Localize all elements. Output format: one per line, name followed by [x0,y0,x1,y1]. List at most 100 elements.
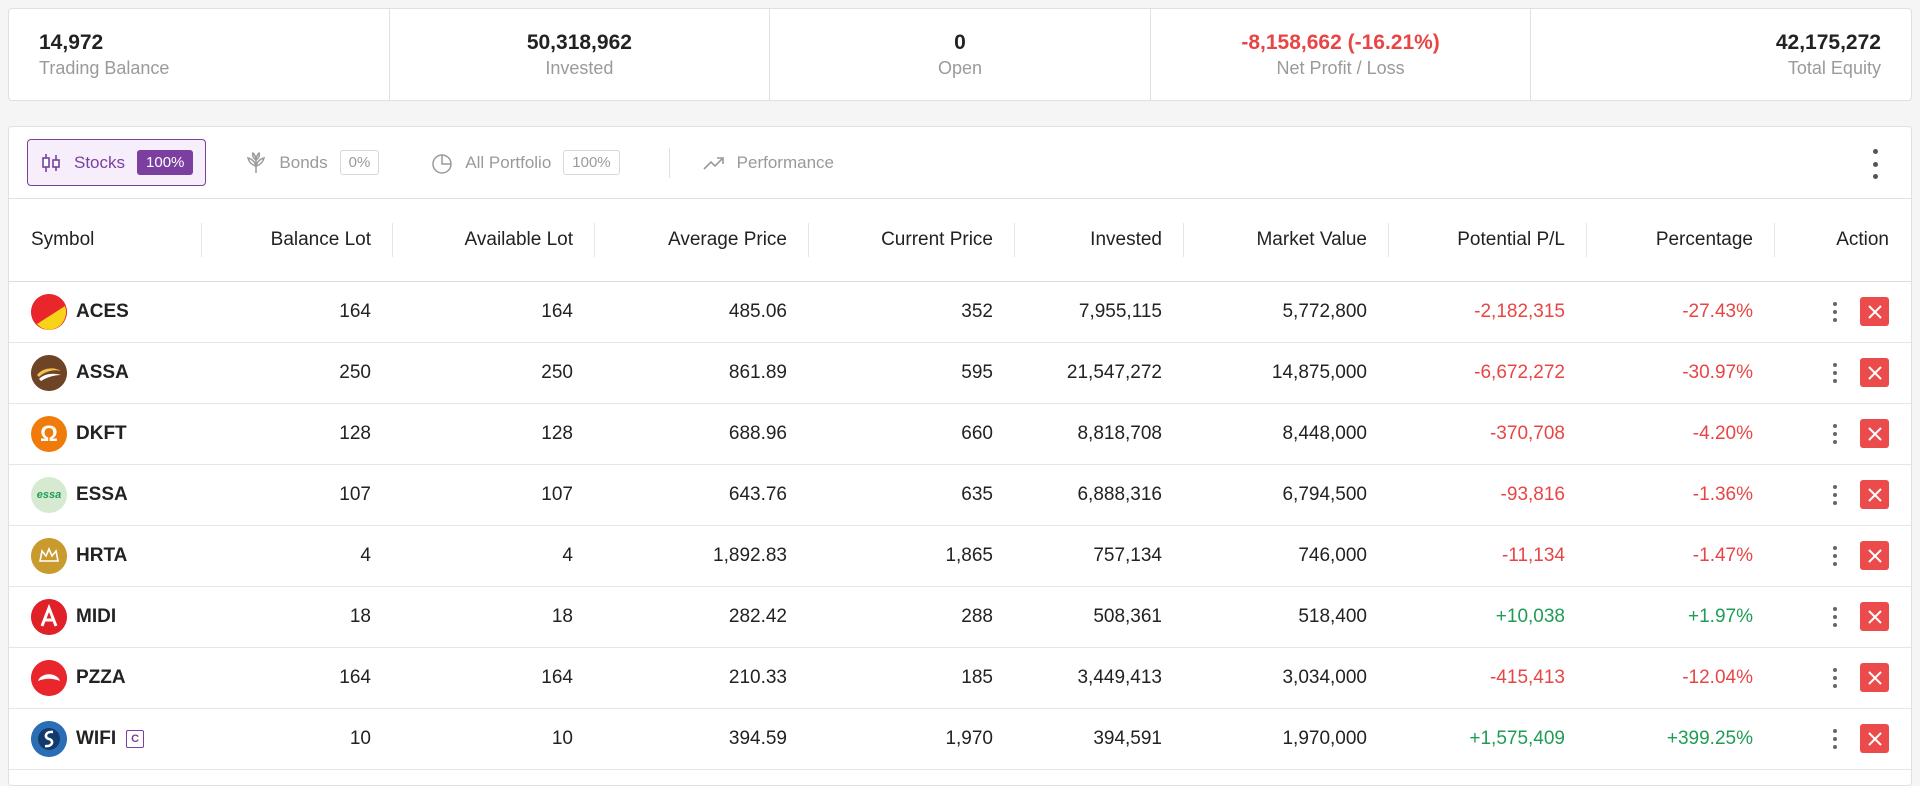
current-price: 635 [809,464,1015,526]
symbol-cell[interactable]: ACES [31,293,180,330]
average-price: 394.59 [595,708,809,770]
balance-lot: 18 [202,586,393,648]
symbol-cell[interactable]: WIFI C [31,720,180,757]
symbol-cell[interactable]: essa ESSA [31,476,180,513]
table-row[interactable]: Ω DKFT 128 128 688.96 660 8,818,708 8,44… [9,403,1911,465]
essa-logo-icon: essa [31,476,67,513]
col-invested[interactable]: Invested [1015,199,1184,282]
tab-percent-badge: 0% [339,150,380,175]
table-row[interactable]: WIFI C 10 10 394.59 1,970 394,591 1,970,… [9,708,1911,770]
current-price: 1,970 [809,708,1015,770]
close-icon [1867,548,1882,563]
current-price: 185 [809,647,1015,709]
dkft-omega-logo-icon: Ω [31,415,67,452]
available-lot: 250 [393,342,595,404]
tab-performance[interactable]: Performance [690,139,847,186]
market-value: 8,448,000 [1184,403,1389,465]
col-available-lot[interactable]: Available Lot [393,199,595,282]
current-price: 1,865 [809,525,1015,587]
percentage: -1.36% [1587,464,1775,526]
table-row[interactable]: HRTA 4 4 1,892.83 1,865 757,134 746,000 … [9,525,1911,587]
potential-pl: -6,672,272 [1389,342,1587,404]
table-row[interactable]: ACES 164 164 485.06 352 7,955,115 5,772,… [9,281,1911,343]
col-symbol[interactable]: Symbol [9,199,202,282]
balance-lot: 250 [202,342,393,404]
summary-trading-balance: 14,972 Trading Balance [9,9,390,100]
symbol-text: ESSA [76,483,128,505]
midi-logo-icon [31,598,67,635]
row-menu-icon[interactable] [1832,667,1838,688]
summary-label: Open [937,57,982,78]
row-menu-icon[interactable] [1832,362,1838,383]
table-row[interactable]: PZZA 164 164 210.33 185 3,449,413 3,034,… [9,647,1911,709]
market-value: 1,970,000 [1184,708,1389,770]
close-position-button[interactable] [1860,480,1889,509]
tab-all-portfolio[interactable]: All Portfolio 100% [418,139,632,186]
invested: 7,955,115 [1015,281,1184,343]
col-action: Action [1775,199,1911,282]
tab-percent-badge: 100% [137,150,194,175]
symbol-text: WIFI [76,727,117,749]
close-position-button[interactable] [1860,297,1889,326]
close-position-button[interactable] [1860,358,1889,387]
tab-percent-badge: 100% [563,150,620,175]
balance-lot: 107 [202,464,393,526]
symbol-cell[interactable]: MIDI [31,598,180,635]
average-price: 485.06 [595,281,809,343]
col-current-price[interactable]: Current Price [809,199,1015,282]
close-icon [1867,670,1882,685]
close-position-button[interactable] [1860,602,1889,631]
table-row[interactable]: ASSA 250 250 861.89 595 21,547,272 14,87… [9,342,1911,404]
portfolio-tabs: Stocks 100% Bonds 0% All Portfolio 100% [9,127,1911,199]
close-icon [1867,731,1882,746]
close-icon [1867,487,1882,502]
col-balance-lot[interactable]: Balance Lot [202,199,393,282]
summary-total-equity: 42,175,272 Total Equity [1531,9,1911,100]
row-menu-icon[interactable] [1832,728,1838,749]
market-value: 3,034,000 [1184,647,1389,709]
symbol-text: HRTA [76,544,128,566]
row-menu-icon[interactable] [1832,301,1838,322]
wifi-logo-icon [31,720,67,757]
row-menu-icon[interactable] [1832,606,1838,627]
summary-value: 50,318,962 [526,30,632,54]
available-lot: 128 [393,403,595,465]
tab-bonds[interactable]: Bonds 0% [232,139,392,186]
assa-logo-icon [31,354,67,391]
tab-label: Performance [736,152,834,172]
row-menu-icon[interactable] [1832,545,1838,566]
more-options-icon[interactable] [1869,149,1881,179]
symbol-cell[interactable]: PZZA [31,659,180,696]
percentage: -4.20% [1587,403,1775,465]
summary-value: 14,972 [39,30,104,54]
row-menu-icon[interactable] [1832,423,1838,444]
symbol-cell[interactable]: ASSA [31,354,180,391]
symbol-text: MIDI [76,605,117,627]
symbol-cell[interactable]: HRTA [31,537,180,574]
average-price: 861.89 [595,342,809,404]
symbol-text: ASSA [76,361,129,383]
potential-pl: -11,134 [1389,525,1587,587]
close-position-button[interactable] [1860,724,1889,753]
col-percentage[interactable]: Percentage [1587,199,1775,282]
col-market-value[interactable]: Market Value [1184,199,1389,282]
current-price: 660 [809,403,1015,465]
pie-chart-icon [431,152,453,174]
table-row[interactable]: MIDI 18 18 282.42 288 508,361 518,400 +1… [9,586,1911,648]
col-potential-pl[interactable]: Potential P/L [1389,199,1587,282]
table-row[interactable]: essa ESSA 107 107 643.76 635 6,888,316 6… [9,464,1911,526]
row-menu-icon[interactable] [1832,484,1838,505]
summary-label: Total Equity [1787,57,1881,78]
close-position-button[interactable] [1860,541,1889,570]
tab-divider [668,147,670,178]
portfolio-panel: Stocks 100% Bonds 0% All Portfolio 100% [8,126,1912,786]
tab-stocks[interactable]: Stocks 100% [27,139,207,186]
close-position-button[interactable] [1860,663,1889,692]
percentage: +399.25% [1587,708,1775,770]
candlestick-icon [40,152,62,174]
close-icon [1867,365,1882,380]
symbol-cell[interactable]: Ω DKFT [31,415,180,452]
close-position-button[interactable] [1860,419,1889,448]
market-value: 6,794,500 [1184,464,1389,526]
col-average-price[interactable]: Average Price [595,199,809,282]
